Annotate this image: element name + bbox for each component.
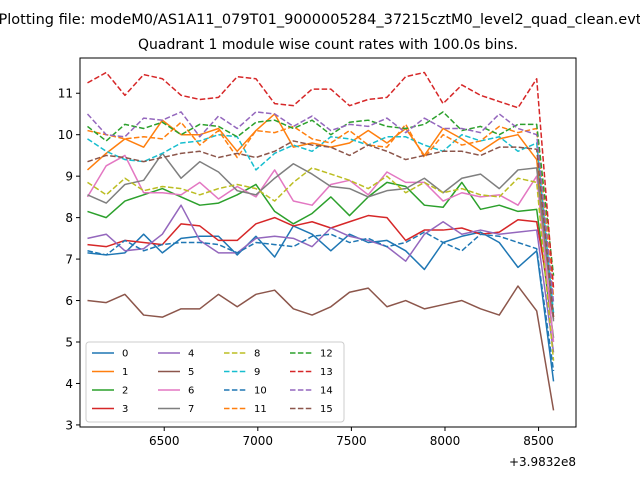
x-offset-label: +3.9832e8 xyxy=(509,455,576,469)
legend-label-14: 14 xyxy=(320,386,333,397)
legend-label-7: 7 xyxy=(188,404,194,415)
series-group xyxy=(86,71,555,411)
legend-label-13: 13 xyxy=(320,367,333,378)
series-line-10 xyxy=(87,231,555,372)
y-tick-label: 8 xyxy=(65,211,73,225)
series-line-8 xyxy=(87,167,555,361)
series-line-1 xyxy=(86,113,555,318)
x-tick-label: 6500 xyxy=(149,434,180,448)
chart-title: Quadrant 1 module wise count rates with … xyxy=(138,37,518,53)
series-line-9 xyxy=(87,133,555,314)
legend-label-2: 2 xyxy=(122,386,128,397)
x-tick-label: 7000 xyxy=(243,434,274,448)
y-tick-label: 10 xyxy=(58,128,73,142)
x-tick-label: 8500 xyxy=(523,434,554,448)
series-line-15 xyxy=(87,140,555,318)
series-line-12 xyxy=(87,111,555,276)
legend-label-10: 10 xyxy=(254,386,267,397)
legend-label-11: 11 xyxy=(254,404,267,415)
legend-label-12: 12 xyxy=(320,349,333,360)
series-line-5 xyxy=(87,285,555,411)
series-line-14 xyxy=(86,111,555,303)
x-tick-label: 8000 xyxy=(430,434,461,448)
y-tick-label: 3 xyxy=(65,418,73,432)
series-line-4 xyxy=(87,204,555,353)
y-tick-label: 4 xyxy=(65,377,73,391)
plot-area: 6500 7000 7500 8000 850034567891011012345678… xyxy=(58,57,577,448)
y-tick-label: 5 xyxy=(65,336,73,350)
legend-label-15: 15 xyxy=(320,404,333,415)
legend-box xyxy=(85,341,345,423)
y-tick-label: 7 xyxy=(65,253,73,267)
series-line-11 xyxy=(87,121,555,297)
series-line-2 xyxy=(87,181,555,338)
series-line-13 xyxy=(87,71,555,289)
series-line-6 xyxy=(86,154,555,343)
legend-label-0: 0 xyxy=(122,349,128,360)
legend-label-9: 9 xyxy=(254,367,260,378)
legend-label-3: 3 xyxy=(122,404,128,415)
series-line-3 xyxy=(87,214,555,320)
x-tick-label: 7500 xyxy=(336,434,367,448)
y-tick-label: 11 xyxy=(58,87,73,101)
legend-label-6: 6 xyxy=(188,386,194,397)
legend-label-5: 5 xyxy=(188,367,194,378)
axes-frame xyxy=(79,57,577,428)
y-tick-label: 9 xyxy=(65,170,73,184)
legend-label-1: 1 xyxy=(122,367,128,378)
figure-suptitle: Plotting file: modeM0/AS1A11_079T01_9000… xyxy=(0,12,640,28)
y-tick-label: 6 xyxy=(65,294,73,308)
legend-label-4: 4 xyxy=(188,349,194,360)
legend-label-8: 8 xyxy=(254,349,260,360)
